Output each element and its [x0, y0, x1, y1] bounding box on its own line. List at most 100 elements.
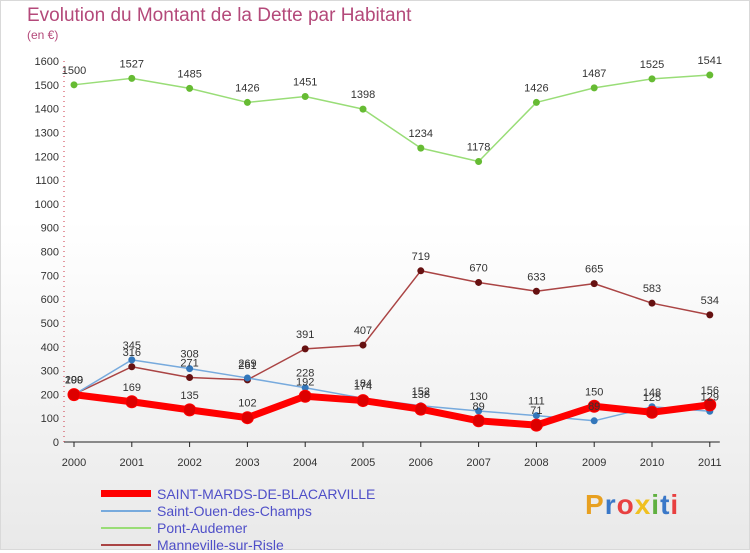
data-point — [67, 388, 81, 402]
x-tick-label: 2000 — [62, 457, 86, 469]
legend-item: Manneville-sur-Risle — [101, 536, 375, 553]
data-label: 199 — [65, 375, 83, 387]
data-point — [128, 74, 136, 82]
data-label: 665 — [585, 264, 603, 276]
data-point — [125, 395, 139, 409]
data-label: 152 — [412, 386, 430, 398]
y-tick-label: 400 — [41, 342, 59, 354]
data-label: 633 — [527, 271, 545, 283]
logo-letter: r — [604, 489, 617, 520]
y-tick-label: 900 — [41, 223, 59, 235]
y-tick-label: 1300 — [35, 127, 59, 139]
data-label: 150 — [585, 386, 603, 398]
y-tick-label: 100 — [41, 413, 59, 425]
data-label: 1178 — [467, 141, 491, 153]
logo-letter: t — [660, 489, 671, 520]
data-label: 1525 — [640, 59, 664, 71]
data-label: 111 — [528, 396, 545, 408]
data-point — [590, 280, 598, 288]
data-label: 534 — [701, 295, 719, 307]
data-point — [186, 373, 194, 381]
data-point — [475, 157, 483, 165]
data-point — [186, 84, 194, 92]
data-point — [298, 389, 312, 403]
data-label: 89 — [588, 401, 600, 413]
y-tick-label: 1100 — [35, 175, 59, 187]
legend-item: Saint-Ouen-des-Champs — [101, 502, 375, 519]
proxiti-logo: Proxiti — [585, 489, 679, 521]
data-point — [590, 84, 598, 92]
x-tick-label: 2005 — [351, 457, 375, 469]
data-label: 1500 — [62, 65, 86, 77]
data-label: 135 — [180, 390, 198, 402]
data-label: 1487 — [582, 68, 606, 80]
data-label: 316 — [123, 347, 141, 359]
data-label: 391 — [296, 329, 314, 341]
data-point — [301, 384, 309, 392]
x-tick-label: 2007 — [466, 457, 490, 469]
data-label: 129 — [701, 391, 719, 403]
axes: 0 100 200 300 400 500 600 700 800 900 1000 1100 1200… — [35, 56, 722, 469]
series-line-1 — [73, 270, 711, 396]
data-label: 345 — [123, 340, 141, 352]
data-point — [648, 75, 656, 83]
data-label: 192 — [296, 376, 314, 388]
data-label: 269 — [238, 358, 256, 370]
data-point — [706, 311, 714, 319]
logo-letter: i — [670, 489, 680, 520]
x-tick-label: 2006 — [409, 457, 433, 469]
data-label: 199 — [65, 375, 83, 387]
chart-unit: (en €) — [27, 28, 59, 42]
data-label: 1234 — [409, 128, 433, 140]
data-point — [243, 98, 251, 106]
data-point — [587, 399, 601, 413]
data-label: 148 — [643, 387, 661, 399]
y-tick-label: 1600 — [35, 56, 59, 68]
data-point — [414, 402, 428, 416]
legend-label: Saint-Ouen-des-Champs — [157, 502, 312, 519]
legend-item: Pont-Audemer — [101, 519, 375, 536]
x-tick-label: 2002 — [177, 457, 201, 469]
data-label: 1451 — [293, 76, 317, 88]
data-label: 89 — [472, 401, 484, 413]
data-point — [301, 345, 309, 353]
y-tick-label: 200 — [41, 389, 59, 401]
data-label: 1527 — [120, 58, 144, 70]
series-layer — [67, 71, 717, 432]
x-tick-label: 2003 — [235, 457, 259, 469]
x-tick-label: 2010 — [640, 457, 664, 469]
y-tick-label: 1000 — [35, 199, 59, 211]
legend-label: Pont-Audemer — [157, 519, 248, 536]
data-label: 670 — [469, 262, 487, 274]
data-label: 130 — [469, 391, 487, 403]
data-point — [475, 407, 483, 415]
logo-letter: o — [616, 489, 635, 520]
x-tick-label: 2001 — [120, 457, 144, 469]
series-line-3 — [70, 391, 714, 429]
data-point — [417, 144, 425, 152]
data-label: 271 — [180, 357, 198, 369]
data-label: 308 — [180, 349, 198, 361]
y-tick-label: 1200 — [35, 151, 59, 163]
data-point — [186, 365, 194, 373]
data-label: 1426 — [235, 82, 259, 94]
data-point — [648, 299, 656, 307]
legend-swatch — [101, 509, 151, 512]
logo-letter: i — [651, 489, 661, 520]
y-tick-label: 1400 — [35, 104, 59, 116]
data-point — [529, 418, 543, 432]
data-label: 1485 — [177, 68, 201, 80]
data-point — [532, 412, 540, 420]
data-label: 261 — [238, 360, 256, 372]
legend-swatch — [101, 490, 151, 497]
logo-letter: x — [634, 489, 652, 520]
data-point — [128, 363, 136, 371]
x-tick-label: 2004 — [293, 457, 317, 469]
legend-label: SAINT-MARDS-DE-BLACARVILLE — [157, 485, 376, 502]
legend-swatch — [101, 526, 151, 529]
legend-label: Manneville-sur-Risle — [157, 536, 284, 553]
data-label: 583 — [643, 283, 661, 295]
